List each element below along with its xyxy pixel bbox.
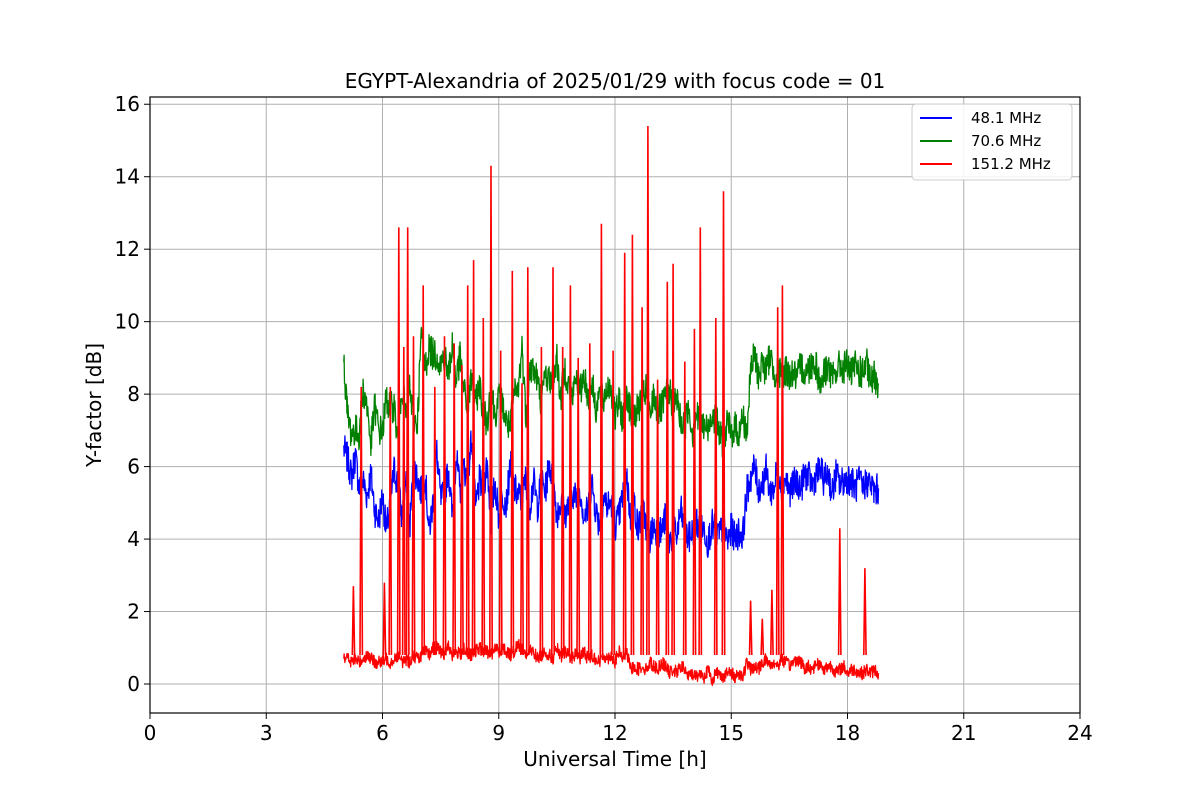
spike-19 xyxy=(520,383,524,656)
spike-46 xyxy=(837,528,842,656)
spike-27 xyxy=(599,223,604,656)
spike-0 xyxy=(351,586,356,656)
spike-44 xyxy=(775,307,780,656)
x-axis: 0 3 6 9 12 15 18 21 24 xyxy=(144,713,1093,745)
spike-9 xyxy=(432,386,437,656)
spike-47 xyxy=(863,568,867,656)
y-tick-label: 8 xyxy=(127,382,140,406)
spike-16 xyxy=(489,165,493,656)
spike-13 xyxy=(465,285,470,656)
legend: 48.1 MHz 70.6 MHz 151.2 MHz xyxy=(911,103,1073,181)
legend-entry: 70.6 MHz xyxy=(971,132,1041,150)
legend-entry: 48.1 MHz xyxy=(971,109,1041,127)
spike-21 xyxy=(539,346,544,656)
x-tick-label: 9 xyxy=(492,721,505,745)
spike-40 xyxy=(721,191,726,656)
series-line-0 xyxy=(343,430,880,558)
spike-34 xyxy=(665,281,670,656)
spike-11 xyxy=(452,343,457,656)
legend-box xyxy=(911,103,1073,181)
spike-1 xyxy=(359,386,364,656)
spike-5 xyxy=(401,346,406,656)
spike-33 xyxy=(655,379,660,656)
y-tick-label: 14 xyxy=(115,165,140,189)
series-line-1 xyxy=(343,326,880,462)
spike-3 xyxy=(388,386,393,656)
x-tick-label: 24 xyxy=(1067,721,1092,745)
spike-35 xyxy=(671,263,676,656)
spike-26 xyxy=(587,343,592,656)
spike-4 xyxy=(396,227,401,656)
spike-24 xyxy=(568,285,573,656)
x-tick-label: 21 xyxy=(951,721,976,745)
spike-8 xyxy=(421,285,426,656)
y-tick-label: 2 xyxy=(127,600,140,624)
spike-25 xyxy=(576,357,581,656)
spike-30 xyxy=(630,234,635,656)
spike-39 xyxy=(713,317,718,656)
spike-2 xyxy=(382,582,387,656)
spike-32 xyxy=(646,125,650,656)
y-tick-label: 16 xyxy=(115,92,140,116)
spike-41 xyxy=(748,600,753,656)
x-tick-label: 15 xyxy=(719,721,744,745)
x-tick-label: 12 xyxy=(602,721,627,745)
y-tick-label: 10 xyxy=(115,310,140,334)
series-layer xyxy=(343,125,880,687)
y-tick-label: 12 xyxy=(115,237,140,261)
spike-12 xyxy=(460,365,464,656)
spike-20 xyxy=(525,267,530,656)
spike-17 xyxy=(498,350,503,656)
x-tick-label: 0 xyxy=(144,721,157,745)
spike-29 xyxy=(622,252,627,656)
spike-38 xyxy=(698,227,703,656)
x-tick-label: 3 xyxy=(260,721,273,745)
spike-42 xyxy=(760,618,765,656)
spike-22 xyxy=(551,267,555,656)
x-tick-label: 6 xyxy=(376,721,389,745)
y-tick-label: 0 xyxy=(127,672,140,696)
spike-7 xyxy=(411,336,416,656)
spike-15 xyxy=(481,317,486,656)
y-tick-label: 6 xyxy=(127,455,140,479)
spike-23 xyxy=(560,346,565,656)
spike-28 xyxy=(611,350,615,656)
y-axis-label: Y-factor [dB] xyxy=(82,343,106,468)
spike-14 xyxy=(471,260,476,656)
spike-6 xyxy=(405,227,410,656)
y-tick-label: 4 xyxy=(127,527,140,551)
spike-18 xyxy=(510,270,515,656)
spike-10 xyxy=(442,336,447,656)
x-tick-label: 18 xyxy=(835,721,860,745)
spike-43 xyxy=(770,589,774,656)
spike-31 xyxy=(640,307,645,656)
chart-title: EGYPT-Alexandria of 2025/01/29 with focu… xyxy=(345,69,886,93)
legend-entry: 151.2 MHz xyxy=(971,155,1051,173)
y-axis: 0 2 4 6 8 10 12 14 16 xyxy=(115,92,150,696)
spike-37 xyxy=(692,328,697,656)
spike-36 xyxy=(682,361,687,656)
x-axis-label: Universal Time [h] xyxy=(523,747,706,771)
spike-45 xyxy=(780,285,785,656)
